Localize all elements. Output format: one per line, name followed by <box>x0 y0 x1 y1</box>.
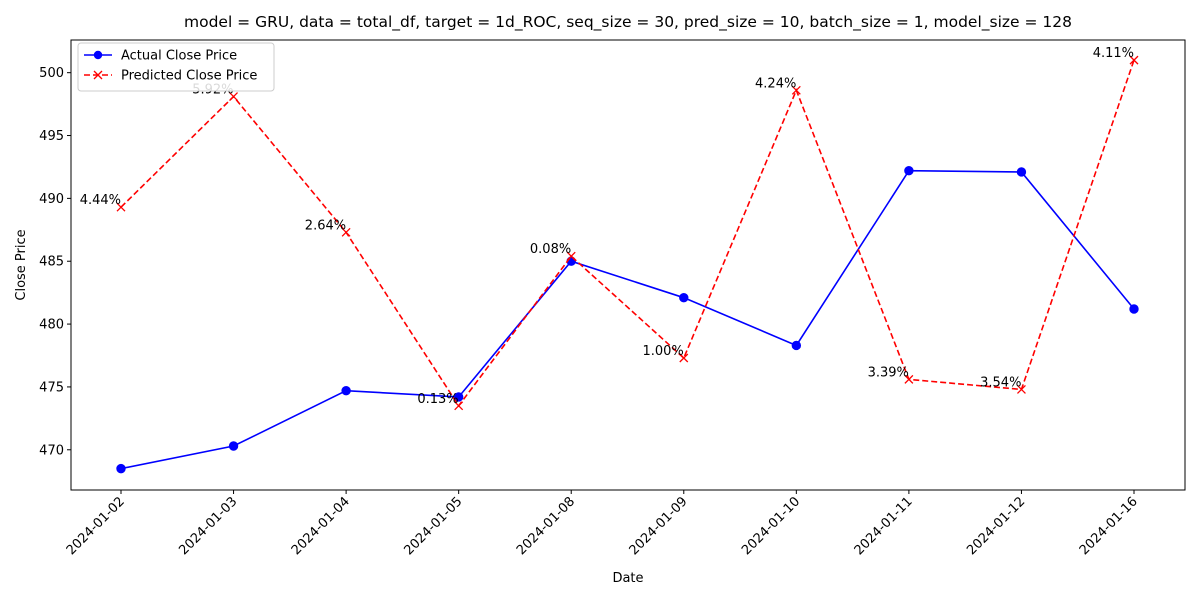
legend-marker <box>93 70 103 80</box>
actual-point <box>453 392 464 402</box>
actual-point <box>1016 167 1027 177</box>
predicted-point <box>229 92 239 102</box>
percent-annotation: 2.64% <box>305 218 346 233</box>
y-tick-label: 490 <box>39 192 64 207</box>
x-axis-label: Date <box>612 571 643 586</box>
legend: Actual Close Price Predicted Close Price <box>77 42 275 92</box>
y-axis-label: Close Price <box>14 229 29 300</box>
y-tick-label: 500 <box>39 66 64 81</box>
legend-entry-label: Actual Close Price <box>121 49 237 64</box>
y-axis: 470 475 480 485 490 495 500 <box>39 66 71 458</box>
actual-point <box>341 385 351 396</box>
percent-annotation: 1.00% <box>642 344 683 359</box>
actual-point <box>116 463 126 474</box>
predicted-point <box>904 374 914 384</box>
predicted-point <box>566 251 576 261</box>
percent-annotation: 4.24% <box>755 76 796 91</box>
percent-annotation: 3.39% <box>868 365 909 380</box>
y-tick-label: 475 <box>39 380 64 395</box>
legend-entry-label: Predicted Close Price <box>121 69 257 84</box>
predicted-point <box>1016 384 1026 394</box>
actual-point <box>228 441 239 451</box>
y-tick-label: 480 <box>39 318 64 333</box>
actual-point <box>791 340 802 351</box>
predicted-point <box>791 85 801 95</box>
legend-marker <box>93 50 103 60</box>
percent-annotation: 4.44% <box>80 193 121 208</box>
actual-point <box>1129 304 1139 314</box>
y-tick-label: 470 <box>39 443 64 458</box>
predicted-point <box>1129 55 1139 65</box>
predicted-point <box>341 227 351 237</box>
predicted-point <box>116 202 126 212</box>
legend-box <box>77 42 275 92</box>
series-line-predicted <box>120 59 1135 408</box>
plot-area: 4.44%5.92%2.64%0.13%0.08%1.00%4.24%3.39%… <box>80 46 1139 474</box>
chart-title: model = GRU, data = total_df, target = 1… <box>184 13 1072 32</box>
y-tick-label: 485 <box>39 255 64 270</box>
y-tick-label: 495 <box>39 129 64 144</box>
series-line-actual <box>120 169 1135 470</box>
percent-annotation: 0.13% <box>417 392 458 407</box>
percent-annotation: 0.08% <box>530 242 571 257</box>
predicted-point <box>679 353 689 363</box>
predicted-point <box>454 401 464 411</box>
percent-annotation: 4.11% <box>1093 46 1134 61</box>
percent-annotation: 3.54% <box>980 375 1021 390</box>
actual-point <box>904 166 914 176</box>
plot-frame <box>70 39 1186 491</box>
actual-point <box>679 292 689 303</box>
